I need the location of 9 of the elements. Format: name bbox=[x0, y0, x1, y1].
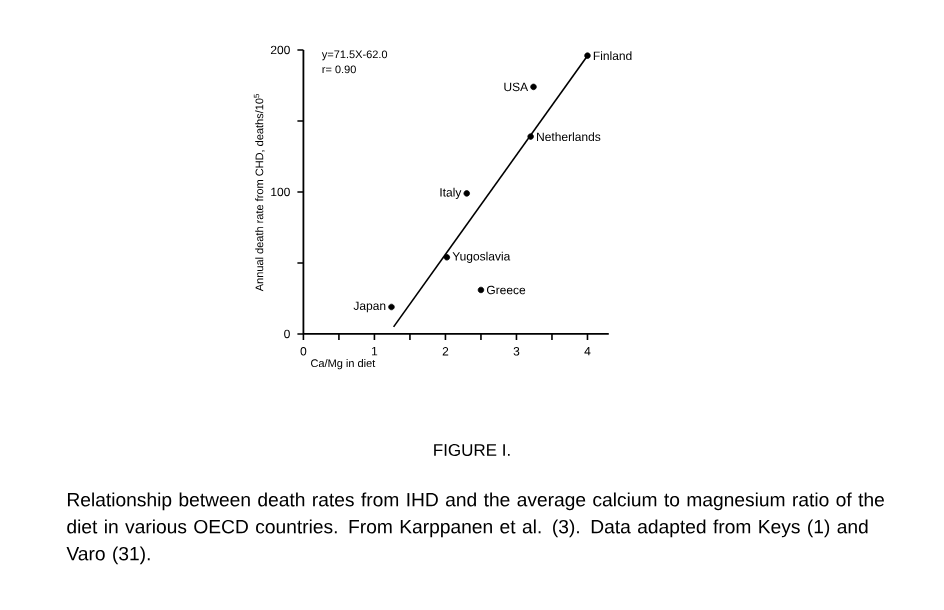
text: Relationship between death rates from IHD and the average calcium to magnesium ratio of the diet in various OECD countries. From Karppanen et al. (3). Data adapted from Keys (1) and Varo (31). bbox=[66, 492, 884, 565]
point bbox=[477, 286, 485, 294]
point bbox=[388, 303, 395, 311]
point bbox=[527, 133, 534, 140]
point bbox=[443, 254, 451, 261]
text: FIGURE I. bbox=[434, 443, 510, 456]
point bbox=[463, 190, 470, 197]
point bbox=[530, 83, 537, 91]
point bbox=[584, 52, 591, 59]
